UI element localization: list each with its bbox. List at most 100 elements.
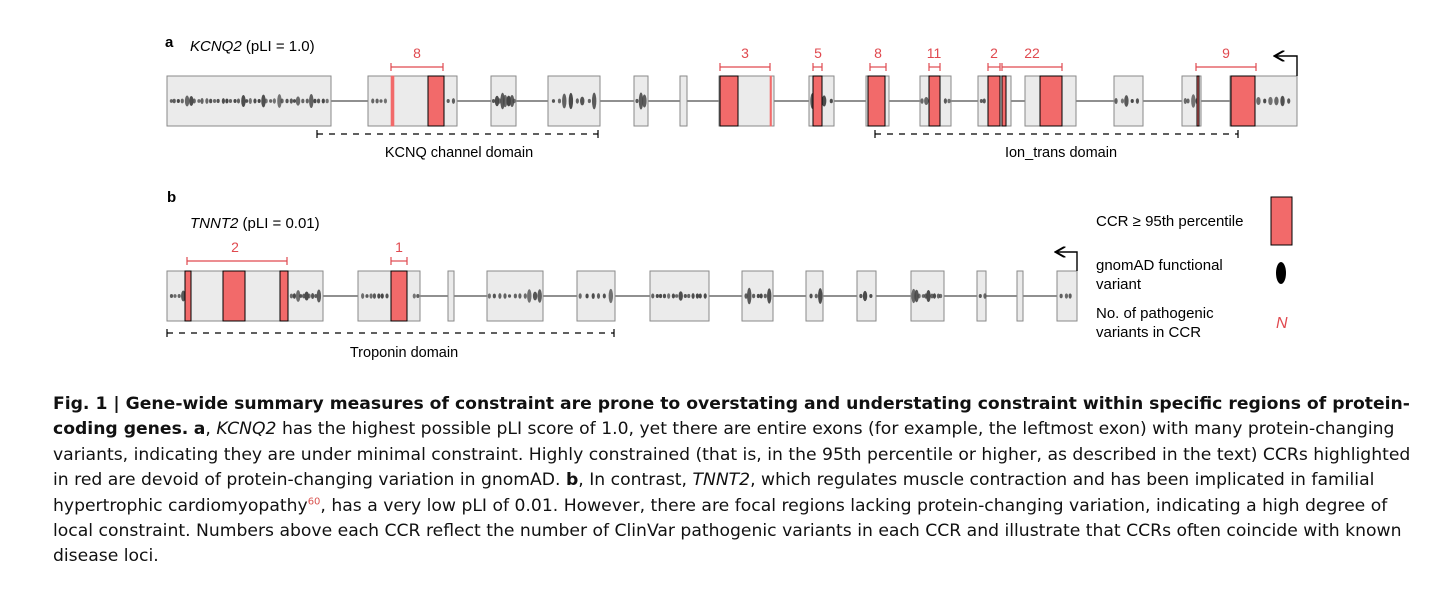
variant-mark (285, 98, 289, 104)
ccr-pathogenic-count: 11 (927, 45, 942, 61)
caption-b-text1: , In contrast, (578, 470, 693, 491)
variant-mark (818, 288, 823, 304)
legend-ccr-swatch (1270, 196, 1293, 246)
variant-mark (446, 99, 450, 103)
variant-mark (930, 293, 934, 299)
variant-mark (257, 99, 261, 103)
variant-mark (371, 98, 375, 104)
variant-mark (176, 99, 180, 103)
variant-mark (177, 294, 181, 298)
caption-a-gene: KCNQ2 (216, 419, 277, 440)
variant-mark (759, 293, 763, 299)
variant-mark (869, 294, 873, 298)
variant-mark (325, 98, 329, 104)
variant-mark (383, 98, 388, 104)
variant-mark (596, 293, 601, 299)
variant-mark (316, 98, 321, 104)
legend-variant-label-line1: gnomAD functional (1096, 257, 1223, 274)
variant-mark (180, 98, 184, 104)
variant-mark (527, 289, 532, 303)
variant-mark (503, 293, 507, 299)
variant-mark (763, 293, 767, 299)
variant-mark (551, 99, 556, 103)
variant-mark (184, 95, 190, 107)
variant-mark (212, 98, 217, 104)
variant-mark (189, 96, 194, 106)
variant-mark (608, 288, 614, 304)
variant-mark (1135, 98, 1140, 104)
variant-mark (1268, 96, 1273, 106)
variant-mark (502, 94, 508, 108)
ccr-region (427, 75, 445, 127)
ccr-pathogenic-count: 3 (741, 45, 749, 61)
variant-mark (491, 99, 496, 103)
panel-a-title: KCNQ2 (pLI = 1.0) (190, 38, 315, 55)
variant-mark (914, 289, 919, 303)
panel-b-letter: b (167, 189, 176, 206)
variant-mark (513, 293, 517, 299)
variant-mark (451, 98, 456, 104)
ccr-region (1039, 75, 1063, 127)
variant-mark (862, 290, 868, 302)
exon (1016, 270, 1024, 322)
variant-mark (200, 98, 204, 104)
variant-mark (172, 98, 176, 104)
variant-mark (307, 293, 311, 299)
ccr-pathogenic-count: 1 (395, 239, 403, 255)
ccr-region (390, 75, 395, 127)
variant-mark (375, 98, 379, 104)
variant-mark (264, 98, 268, 104)
variant-mark (744, 293, 748, 299)
variant-mark (1064, 293, 1069, 299)
variant-mark (747, 287, 752, 305)
variant-mark (512, 98, 516, 104)
caption-b-label: b (565, 470, 579, 491)
variant-mark (225, 98, 229, 104)
ccr-region (222, 270, 246, 322)
variant-mark (313, 98, 317, 104)
ion-trans-domain-label: Ion_trans domain (1005, 145, 1117, 161)
variant-mark (295, 96, 301, 106)
variant-mark (655, 294, 659, 298)
ccr-region (1230, 75, 1256, 127)
variant-mark (379, 99, 383, 103)
variant-mark (675, 294, 679, 298)
variant-mark (316, 289, 322, 303)
variant-mark (587, 98, 591, 104)
variant-mark (568, 92, 574, 110)
ccr-region (1196, 75, 1200, 127)
variant-mark (947, 98, 951, 104)
variant-mark (192, 98, 196, 104)
variant-mark (936, 293, 940, 299)
variant-mark (829, 98, 833, 104)
variant-mark (695, 293, 699, 299)
ccr-region (719, 75, 739, 127)
variant-mark (295, 290, 301, 302)
variant-mark (365, 294, 369, 298)
variant-mark (924, 96, 929, 106)
variant-mark (938, 293, 943, 299)
variant-mark (1183, 98, 1187, 104)
variant-mark (691, 293, 695, 299)
variant-mark (911, 288, 916, 304)
variant-mark (687, 293, 691, 299)
variant-mark (756, 293, 760, 299)
variant-mark (261, 94, 266, 108)
variant-mark (562, 93, 567, 109)
variant-mark (221, 98, 225, 104)
variant-mark (920, 98, 924, 104)
ccr-region (279, 270, 289, 322)
panel-a-letter: a (165, 34, 174, 51)
variant-mark (580, 96, 585, 106)
variant-mark (509, 94, 515, 108)
variant-mark (245, 99, 249, 103)
variant-mark (216, 98, 220, 104)
variant-mark (248, 98, 252, 104)
panel-b-gene: TNNT2 (190, 215, 239, 232)
ccr-region (1001, 75, 1007, 127)
variant-mark (299, 294, 303, 298)
variant-mark (311, 293, 315, 299)
caption-fig-label: Fig. 1 | (53, 394, 126, 414)
variant-mark (703, 293, 707, 299)
